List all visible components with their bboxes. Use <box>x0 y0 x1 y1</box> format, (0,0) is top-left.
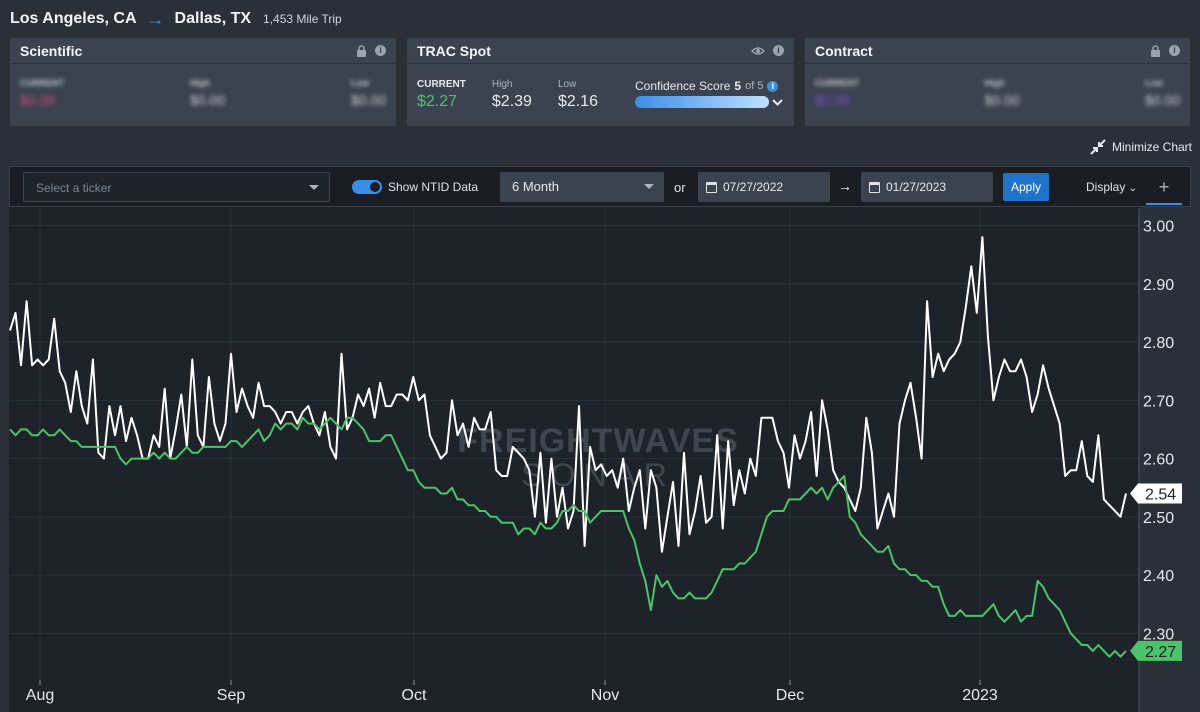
period-select[interactable]: 6 Month <box>500 172 664 202</box>
label-high: High <box>491 79 513 90</box>
chart-area <box>9 207 1140 712</box>
destination-city: Dallas, TX <box>174 10 252 27</box>
value-low: $2.16 <box>557 93 598 110</box>
label-low: Low <box>1144 78 1163 88</box>
info-icon[interactable]: i <box>375 45 386 56</box>
minimize-icon <box>1090 139 1106 155</box>
scientific-card: Scientific i CURRENT $0.00 High $0.00 Low $… <box>10 38 396 126</box>
ntid-toggle[interactable]: Show NTID Data <box>352 180 478 194</box>
period-value: 6 Month <box>512 179 559 194</box>
card-title: Scientific <box>20 42 83 59</box>
calendar-icon <box>706 181 717 193</box>
route-header: Los Angeles, CA → Dallas, TX 1,453 Mile … <box>10 8 342 30</box>
value-current: $0.00 <box>815 92 851 108</box>
value-high: $0.00 <box>984 92 1020 108</box>
origin-city: Los Angeles, CA <box>10 10 137 27</box>
confidence-score[interactable]: Confidence Score 5 of 5 i <box>635 79 785 108</box>
ticker-placeholder: Select a ticker <box>36 181 112 195</box>
value-high: $0.00 <box>189 92 225 108</box>
label-low: Low <box>557 79 577 90</box>
caret-down-icon <box>309 185 319 190</box>
arrow-right-icon: → <box>838 178 852 194</box>
minimize-chart-button[interactable]: Minimize Chart <box>1090 139 1192 155</box>
arrow-right-icon: → <box>146 8 165 29</box>
chevron-down-icon: ⌄ <box>1128 183 1138 194</box>
toggle-switch[interactable] <box>352 180 382 194</box>
confidence-max: of 5 <box>745 80 764 92</box>
info-icon[interactable]: i <box>773 45 784 56</box>
label-current: CURRENT <box>20 78 64 88</box>
confidence-bar <box>635 96 769 108</box>
or-label: or <box>674 180 686 195</box>
lock-icon <box>356 44 367 57</box>
value-current: $0.00 <box>20 92 56 108</box>
info-icon[interactable]: i <box>1169 45 1180 56</box>
display-label: Display <box>1086 180 1126 194</box>
toggle-label: Show NTID Data <box>388 180 479 194</box>
chevron-down-icon[interactable] <box>772 95 783 109</box>
trac-spot-card: TRAC Spot i CURRENT $2.27 High $2.39 Low $2… <box>407 38 794 126</box>
start-date-value: 07/27/2022 <box>723 180 784 194</box>
label-current: CURRENT <box>815 78 859 88</box>
caret-down-icon <box>644 184 654 189</box>
contract-card: Contract i CURRENT $0.00 High $0.00 Low $0.… <box>805 38 1190 126</box>
value-high: $2.39 <box>491 93 532 110</box>
confidence-value: 5 <box>734 79 742 93</box>
start-date-input[interactable]: 07/27/2022 <box>698 172 830 202</box>
calendar-icon <box>869 181 880 193</box>
chart-toolbar: Select a ticker Show NTID Data 6 Month o… <box>9 166 1191 207</box>
card-title: Contract <box>815 42 873 59</box>
value-current: $2.27 <box>417 93 458 110</box>
display-menu[interactable]: Display ⌄ <box>1086 180 1137 194</box>
label-current: CURRENT <box>417 79 466 90</box>
label-high: High <box>984 78 1005 88</box>
apply-button[interactable]: Apply <box>1003 173 1049 201</box>
lock-icon <box>1150 44 1161 57</box>
value-low: $0.00 <box>350 92 386 108</box>
locked-values: CURRENT $0.00 High $0.00 Low $0.00 <box>815 78 1180 108</box>
eye-icon[interactable] <box>751 46 765 56</box>
crosshair-icon[interactable]: + <box>1146 171 1182 205</box>
end-date-input[interactable]: 01/27/2023 <box>861 172 993 202</box>
card-title: TRAC Spot <box>417 42 491 59</box>
locked-values: CURRENT $0.00 High $0.00 Low $0.00 <box>20 78 386 108</box>
y-axis-panel <box>1140 207 1200 712</box>
value-low: $0.00 <box>1144 92 1180 108</box>
label-high: High <box>189 78 210 88</box>
info-icon[interactable]: i <box>767 80 779 92</box>
minimize-label: Minimize Chart <box>1111 140 1192 154</box>
end-date-value: 01/27/2023 <box>886 180 947 194</box>
label-low: Low <box>350 78 369 88</box>
ticker-select[interactable]: Select a ticker <box>23 172 330 202</box>
trip-distance: 1,453 Mile Trip <box>263 12 342 26</box>
confidence-label: Confidence Score <box>635 79 731 93</box>
